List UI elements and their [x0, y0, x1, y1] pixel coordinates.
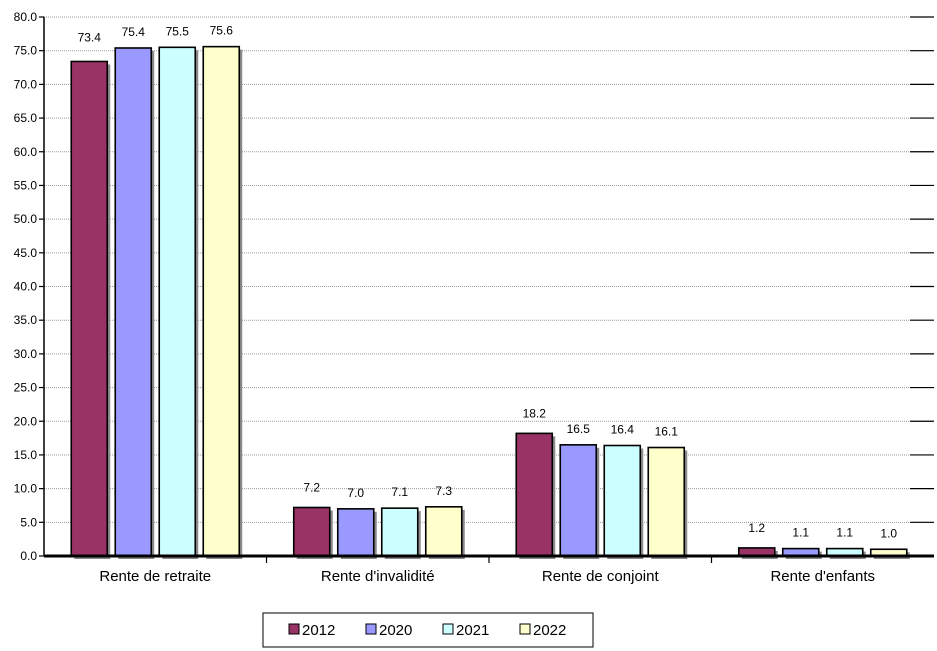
data-labels: 73.4 75.4 75.5 75.6 7.2 7.0 7.1 7.3 18.2 16.5 16.4…	[78, 24, 898, 541]
bar-2020-0	[114, 47, 153, 557]
data-label: 1.1	[836, 526, 853, 540]
data-label: 18.2	[523, 406, 547, 420]
y-tick-label: 45.0	[14, 246, 38, 260]
y-tick-label: 65.0	[14, 111, 38, 125]
bar-2021-2	[603, 444, 642, 557]
data-label: 7.2	[303, 480, 320, 494]
y-tick-label: 50.0	[14, 212, 38, 226]
bar-2022-2	[647, 446, 686, 557]
data-label: 73.4	[78, 30, 102, 44]
data-label: 16.4	[611, 423, 635, 437]
legend-swatch-2022	[519, 623, 531, 635]
y-tick-label: 75.0	[14, 44, 38, 58]
legend-label-2022: 2022	[533, 622, 566, 639]
y-tick-label: 70.0	[14, 77, 38, 91]
bar-2021-1	[380, 507, 419, 557]
legend: 2012 2020 2021 2022	[262, 612, 594, 648]
y-tick-label: 25.0	[14, 381, 38, 395]
y-tick-label: 40.0	[14, 280, 38, 294]
y-tick-label: 60.0	[14, 145, 38, 159]
data-label: 1.1	[792, 526, 809, 540]
data-label: 7.0	[347, 486, 364, 500]
bar-2012-0	[70, 60, 109, 557]
data-label: 7.1	[391, 485, 408, 499]
y-tick-label: 30.0	[14, 347, 38, 361]
x-tick-label: Rente de conjoint	[542, 568, 660, 585]
legend-label-2021: 2021	[456, 622, 489, 639]
data-label: 75.5	[166, 24, 190, 38]
data-label: 16.5	[567, 422, 591, 436]
legend-swatch-2021	[442, 623, 454, 635]
y-tick-label: 80.0	[14, 10, 38, 24]
legend-box	[262, 612, 594, 648]
y-tick-label: 0.0	[20, 549, 37, 563]
data-label: 75.4	[122, 25, 146, 39]
bar-2012-2	[515, 432, 554, 557]
x-tick-label: Rente d'invalidité	[321, 568, 435, 585]
y-tick-label: 35.0	[14, 313, 38, 327]
bar-2020-1	[336, 508, 375, 557]
data-label: 1.2	[748, 521, 765, 535]
legend-swatch-2020	[365, 623, 377, 635]
y-tick-label: 20.0	[14, 414, 38, 428]
x-tick-label: Rente d'enfants	[770, 568, 875, 585]
x-tick-label: Rente de retraite	[99, 568, 211, 585]
bar-2022-0	[202, 45, 241, 557]
x-axis: Rente de retraite Rente d'invalidité Rente…	[44, 554, 934, 585]
y-axis: 0.0 5.0 10.0 15.0 20.0 25.0 30.0 35.0 40.0 45.0 50…	[14, 10, 934, 563]
y-tick-label: 15.0	[14, 448, 38, 462]
data-label: 7.3	[435, 484, 452, 498]
bar-2012-1	[292, 506, 331, 557]
bars	[70, 45, 910, 560]
y-tick-label: 5.0	[20, 515, 37, 529]
data-label: 75.6	[210, 24, 234, 38]
legend-swatch-2012	[288, 623, 300, 635]
data-label: 1.0	[880, 526, 897, 540]
y-tick-label: 55.0	[14, 178, 38, 192]
legend-label-2012: 2012	[302, 622, 335, 639]
bar-2020-2	[559, 444, 598, 557]
legend-label-2020: 2020	[379, 622, 412, 639]
y-tick-label: 10.0	[14, 482, 38, 496]
bar-2021-0	[158, 46, 197, 557]
bar-2022-1	[424, 506, 463, 557]
data-label: 16.1	[655, 425, 679, 439]
